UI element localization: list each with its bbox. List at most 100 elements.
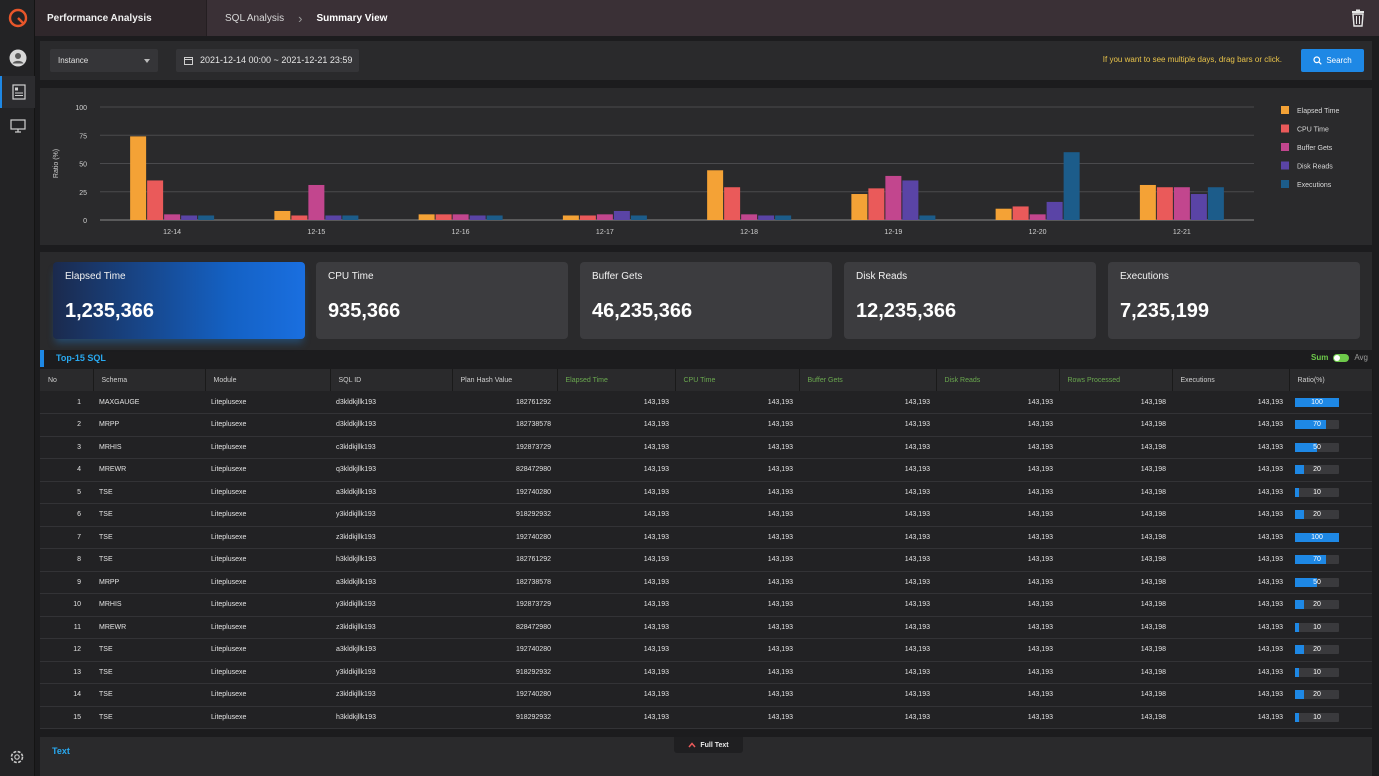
left-rail: [0, 0, 35, 776]
cell-sql-id: z3kldkjllk193: [330, 526, 452, 549]
bar-disk-reads: [613, 210, 630, 220]
cell-cpu: 143,193: [675, 413, 799, 437]
table-row[interactable]: 9 MRPP Liteplusexe a3kldkjllk193 182738578 14…: [40, 571, 1372, 594]
cell-ratio: 20: [1289, 638, 1372, 662]
table-row[interactable]: 15 TSE Liteplusexe h3kldkjllk193 918292932 14…: [40, 706, 1372, 729]
cell-disk-reads: 143,193: [936, 638, 1059, 662]
card-label: Disk Reads: [856, 271, 908, 282]
bar-buffer-gets: [1173, 187, 1190, 220]
bar-elapsed-time: [995, 208, 1012, 220]
cell-cpu: 143,193: [675, 683, 799, 707]
cell-cpu: 143,193: [675, 661, 799, 684]
cell-executions: 143,193: [1172, 593, 1289, 617]
table-row[interactable]: 14 TSE Liteplusexe z3kldkjllk193 192740280 14…: [40, 683, 1372, 707]
nav-report[interactable]: [0, 76, 35, 108]
col-cpu-time[interactable]: CPU Time: [675, 369, 800, 391]
col-schema[interactable]: Schema: [93, 369, 206, 391]
table-row[interactable]: 3 MRHIS Liteplusexe c3kldkjllk193 192873729 1…: [40, 436, 1372, 459]
cell-sql-id: d3kldkjllk193: [330, 413, 452, 437]
card-value: 12,235,366: [856, 300, 957, 322]
table-row[interactable]: 2 MRPP Liteplusexe d3kldkjllk193 182738578 14…: [40, 413, 1372, 437]
cell-cpu: 143,193: [675, 526, 799, 549]
cell-plan-hash: 192873729: [452, 593, 557, 617]
table-row[interactable]: 12 TSE Liteplusexe a3kldkjllk193 192740280 14…: [40, 638, 1372, 662]
bar-disk-reads: [902, 180, 919, 220]
gear-icon[interactable]: [8, 748, 26, 766]
nav-monitor[interactable]: [0, 110, 35, 142]
card-label: Buffer Gets: [592, 271, 643, 282]
legend-label: Executions: [1297, 182, 1332, 189]
table-row[interactable]: 6 TSE Liteplusexe y3kldkjllk193 918292932 143…: [40, 503, 1372, 527]
user-icon: [9, 49, 26, 67]
search-button[interactable]: Search: [1301, 49, 1364, 72]
card-disk-reads[interactable]: Disk Reads 12,235,366: [844, 262, 1096, 339]
cell-no: 5: [40, 481, 93, 504]
col-buffer-gets[interactable]: Buffer Gets: [799, 369, 937, 391]
col-elapsed-time[interactable]: Elapsed Time: [557, 369, 676, 391]
bar-buffer-gets: [1029, 214, 1046, 220]
ratio-bar-fill: [1295, 532, 1339, 542]
card-executions[interactable]: Executions 7,235,199: [1108, 262, 1360, 339]
cell-executions: 143,193: [1172, 548, 1289, 572]
card-cpu-time[interactable]: CPU Time 935,366: [316, 262, 568, 339]
ratio-value: 10: [1313, 488, 1321, 496]
table-row[interactable]: 10 MRHIS Liteplusexe y3kldkjllk193 192873729…: [40, 593, 1372, 617]
ratio-value: 20: [1313, 691, 1321, 699]
cell-elapsed: 143,193: [557, 616, 675, 639]
filter-bar: Instance 2021-12-14 00:00 ~ 2021-12-21 2…: [40, 41, 1372, 80]
cell-executions: 143,193: [1172, 638, 1289, 662]
trash-icon[interactable]: [1351, 9, 1365, 27]
col-module[interactable]: Module: [205, 369, 331, 391]
col-sql-id[interactable]: SQL ID: [330, 369, 453, 391]
cell-schema: MRPP: [93, 413, 205, 437]
col-no[interactable]: No: [40, 369, 94, 391]
ratio-value: 20: [1313, 646, 1321, 654]
logo-icon[interactable]: [8, 8, 28, 28]
ratio-bar-fill: [1295, 712, 1300, 722]
table-row[interactable]: 8 TSE Liteplusexe h3kldkjllk193 182761292 143…: [40, 548, 1372, 572]
cell-disk-reads: 143,193: [936, 436, 1059, 459]
sum-avg-toggle[interactable]: [1333, 353, 1350, 362]
tab-performance-analysis[interactable]: Performance Analysis: [35, 0, 207, 36]
full-text-button[interactable]: Full Text: [674, 737, 743, 753]
cell-executions: 143,193: [1172, 391, 1289, 414]
col-ratio[interactable]: Ratio(%): [1289, 369, 1373, 391]
table-header-row: No Schema Module SQL ID Plan Hash Value …: [40, 369, 1373, 391]
bar-executions: [919, 215, 936, 220]
cell-disk-reads: 143,193: [936, 458, 1059, 482]
cell-ratio: 20: [1289, 683, 1372, 707]
table-row[interactable]: 5 TSE Liteplusexe a3kldkjllk193 192740280 143…: [40, 481, 1372, 504]
cell-schema: TSE: [93, 683, 205, 707]
nav-user[interactable]: [0, 42, 35, 74]
cell-sql-id: z3kldkjllk193: [330, 683, 452, 707]
table-row[interactable]: 1 MAXGAUGE Liteplusexe d3kldkjllk193 1827612…: [40, 391, 1372, 414]
table-row[interactable]: 4 MREWR Liteplusexe q3kldkjllk193 828472980 1…: [40, 458, 1372, 482]
cell-schema: MRPP: [93, 571, 205, 594]
table-row[interactable]: 13 TSE Liteplusexe y3kldkjllk193 918292932 14…: [40, 661, 1372, 684]
cell-plan-hash: 918292932: [452, 661, 557, 684]
table-row[interactable]: 11 MREWR Liteplusexe z3kldkjllk193 828472980…: [40, 616, 1372, 639]
col-executions[interactable]: Executions: [1172, 369, 1290, 391]
cell-sql-id: y3kldkjllk193: [330, 661, 452, 684]
ratio-bar: 10: [1295, 622, 1339, 632]
full-text-label: Full Text: [700, 741, 729, 749]
breadcrumb-sql-analysis[interactable]: SQL Analysis: [225, 12, 285, 24]
text-panel-label: Text: [52, 746, 70, 756]
col-plan-hash-value[interactable]: Plan Hash Value: [452, 369, 558, 391]
col-rows-processed[interactable]: Rows Processed: [1059, 369, 1173, 391]
table-row[interactable]: 7 TSE Liteplusexe z3kldkjllk193 192740280 143…: [40, 526, 1372, 549]
ratio-bar: 20: [1295, 690, 1339, 700]
card-buffer-gets[interactable]: Buffer Gets 46,235,366: [580, 262, 832, 339]
col-disk-reads[interactable]: Disk Reads: [936, 369, 1060, 391]
cell-cpu: 143,193: [675, 436, 799, 459]
cell-buffer-gets: 143,193: [799, 391, 936, 414]
hint-text: If you want to see multiple days, drag b…: [1102, 55, 1282, 64]
instance-select[interactable]: Instance: [50, 49, 158, 72]
date-range-picker[interactable]: 2021-12-14 00:00 ~ 2021-12-21 23:59: [176, 49, 359, 72]
card-elapsed-time[interactable]: Elapsed Time 1,235,366: [53, 262, 305, 339]
ratio-bar-fill: [1295, 465, 1304, 475]
ratio-bar-fill: [1295, 600, 1304, 610]
top-header: Performance Analysis SQL Analysis › Summ…: [35, 0, 1379, 36]
bar-elapsed-time: [707, 170, 724, 220]
ratio-bar: 70: [1295, 420, 1339, 430]
